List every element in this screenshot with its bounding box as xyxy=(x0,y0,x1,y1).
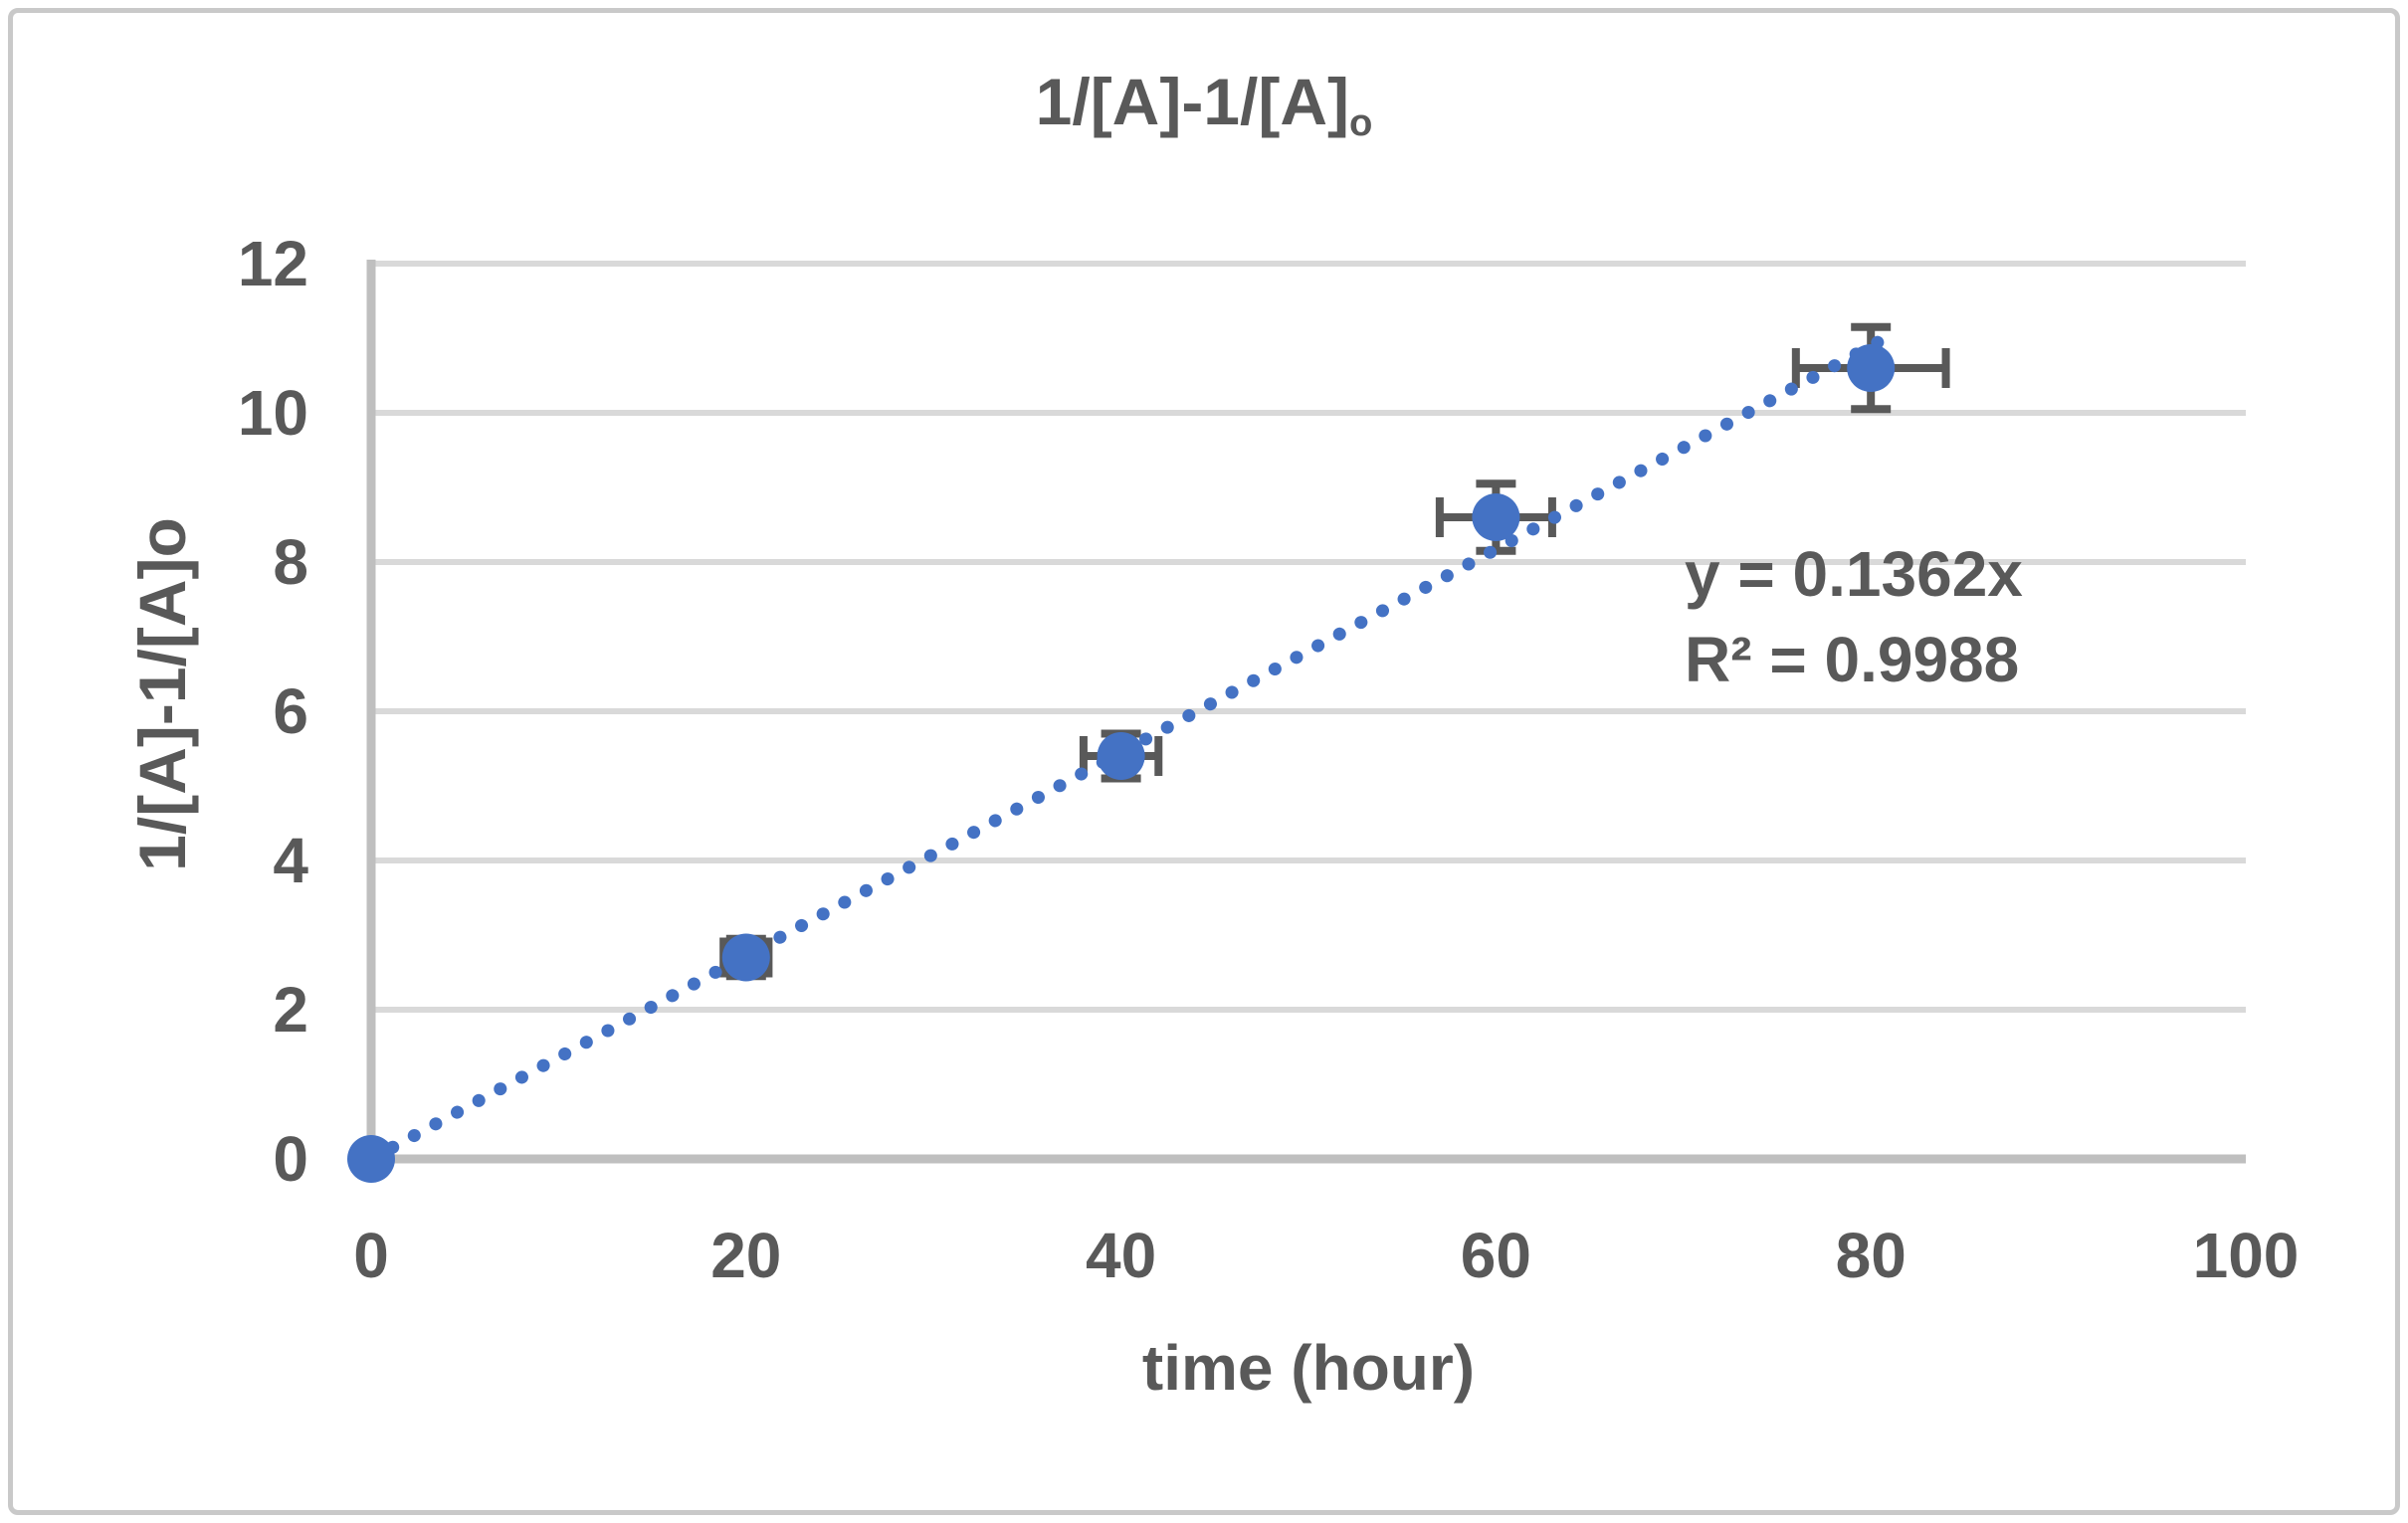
x-tick-label: 80 xyxy=(1835,1220,1906,1291)
y-tick-label: 8 xyxy=(273,526,308,598)
y-tick-label: 0 xyxy=(273,1123,308,1195)
y-tick-label: 6 xyxy=(273,675,308,747)
chart-title: 1/[A]-1/[A]o xyxy=(0,64,2408,144)
x-tick-label: 40 xyxy=(1086,1220,1157,1291)
chart-title-main: 1/[A]-1/[A] xyxy=(1035,65,1349,138)
x-tick-label: 0 xyxy=(353,1220,389,1291)
x-axis-title: time (hour) xyxy=(1141,1332,1476,1404)
data-point-marker xyxy=(721,933,770,982)
data-point-marker xyxy=(1097,732,1145,780)
data-point-marker xyxy=(347,1135,395,1183)
trendline-r-squared: R² = 0.9988 xyxy=(1685,624,2020,695)
y-tick-label: 12 xyxy=(237,228,308,299)
y-tick-label: 2 xyxy=(273,974,308,1046)
x-tick-label: 60 xyxy=(1460,1220,1531,1291)
trendline-equation: y = 0.1362x xyxy=(1685,538,2023,610)
chart-title-subscript: o xyxy=(1348,101,1373,145)
y-tick-label: 4 xyxy=(273,825,308,896)
trendline-annotation: y = 0.1362x R² = 0.9988 xyxy=(1685,531,2023,702)
x-tick-label: 20 xyxy=(710,1220,782,1291)
x-tick-label: 100 xyxy=(2192,1220,2300,1291)
trendline-dotted xyxy=(364,329,1897,1166)
data-point-marker xyxy=(1847,344,1896,392)
y-tick-label: 10 xyxy=(237,377,308,449)
data-point-marker xyxy=(1472,493,1520,541)
